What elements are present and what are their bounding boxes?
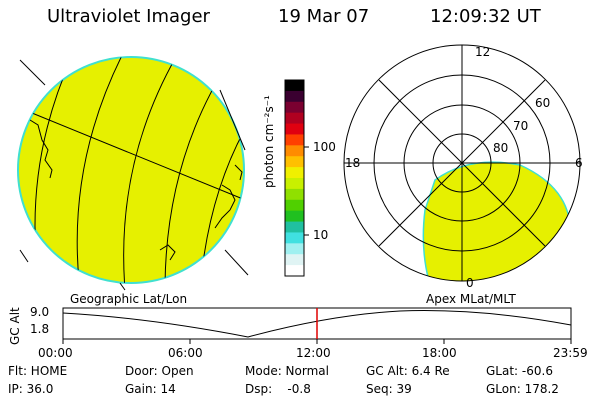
timeline-plot: [62, 307, 572, 344]
grid-extension: [19, 249, 29, 263]
mlt-label-18: 18: [345, 156, 361, 170]
colorbar-band: [285, 178, 304, 190]
status-gc-alt: GC Alt: 6.4 Re: [366, 364, 450, 378]
status-glon: GLon: 178.2: [486, 382, 559, 396]
colorbar-band: [285, 80, 304, 92]
coastline: [29, 119, 53, 179]
colorbar-tick-label: 10: [313, 228, 329, 242]
colorbar-band: [285, 254, 304, 266]
status-mode: Mode: Normal: [245, 364, 329, 378]
coastline: [214, 184, 236, 229]
status-ip: IP: 36.0: [8, 382, 54, 396]
status-seq: Seq: 39: [366, 382, 412, 396]
colorbar-band: [285, 188, 304, 201]
colorbar-band: [285, 265, 304, 277]
timeline-x-tick: 00:00: [38, 346, 73, 360]
polar-grid: [343, 44, 581, 282]
status-dsp: Dsp: -0.8: [245, 382, 311, 396]
geographic-image: [17, 56, 249, 291]
mlt-label-0: 0: [466, 276, 474, 290]
mlt-label-6: 6: [575, 156, 583, 170]
colorbar-band: [285, 90, 304, 103]
timeline-x-tick: 23:59: [553, 346, 588, 360]
timeline-x-tick: 12:00: [296, 346, 331, 360]
polar-plot: [343, 44, 581, 282]
mlat-label-60: 60: [535, 96, 551, 110]
colorbar-frame: [284, 79, 305, 277]
timeline-x-tick: 06:00: [168, 346, 203, 360]
timeline-axis-label: GC Alt: [8, 307, 22, 345]
colorbar-band: [285, 134, 304, 146]
colorbar-unit-label: photon cm⁻²s⁻¹: [262, 95, 276, 188]
colorbar-tick-label: 100: [313, 140, 336, 154]
latitude-line: [18, 99, 244, 211]
coastline: [31, 249, 41, 263]
mlat-label-80: 80: [493, 141, 509, 155]
polar-diagonal: [378, 79, 546, 247]
status-door: Door: Open: [125, 364, 194, 378]
coastline: [234, 164, 243, 181]
status-flt: Flt: HOME: [8, 364, 68, 378]
time-label: 12:09:32 UT: [430, 6, 541, 27]
uv-aurora-disk: [17, 56, 245, 284]
altitude-curve: [62, 310, 572, 338]
longitude-line: [123, 57, 181, 283]
longitude-line: [76, 57, 131, 283]
status-gain: Gain: 14: [125, 382, 176, 396]
colorbar-band: [285, 243, 304, 255]
colorbar-band: [285, 199, 304, 212]
grid-extension: [19, 59, 46, 86]
polar-caption: Apex MLat/MLT: [426, 292, 516, 306]
instrument-title: Ultraviolet Imager: [47, 6, 210, 27]
colorbar-band: [285, 221, 304, 233]
colorbar-band: [285, 112, 304, 125]
colorbar-band: [285, 123, 304, 135]
colorbar-band: [285, 210, 304, 223]
status-glat: GLat: -60.6: [486, 364, 553, 378]
colorbar-band: [285, 167, 304, 179]
timeline-ticks: [62, 339, 572, 344]
timeline-y-tick: 9.0: [30, 305, 50, 319]
grid-extension: [224, 249, 249, 276]
geographic-caption: Geographic Lat/Lon: [70, 292, 188, 306]
mlt-label-12: 12: [475, 45, 491, 59]
grid-extension: [119, 282, 126, 291]
colorbar-band: [285, 101, 304, 114]
colorbar-band: [285, 156, 304, 168]
colorbar-band: [285, 232, 304, 244]
colorbar-band: [285, 145, 304, 157]
coastline: [159, 244, 176, 261]
grid-extension: [219, 89, 246, 151]
timeline-y-tick: 1.8: [30, 322, 50, 336]
timeline-x-tick: 18:00: [422, 346, 457, 360]
colorbar: [285, 80, 304, 277]
mlat-label-70: 70: [513, 119, 529, 133]
date-label: 19 Mar 07: [278, 6, 370, 27]
